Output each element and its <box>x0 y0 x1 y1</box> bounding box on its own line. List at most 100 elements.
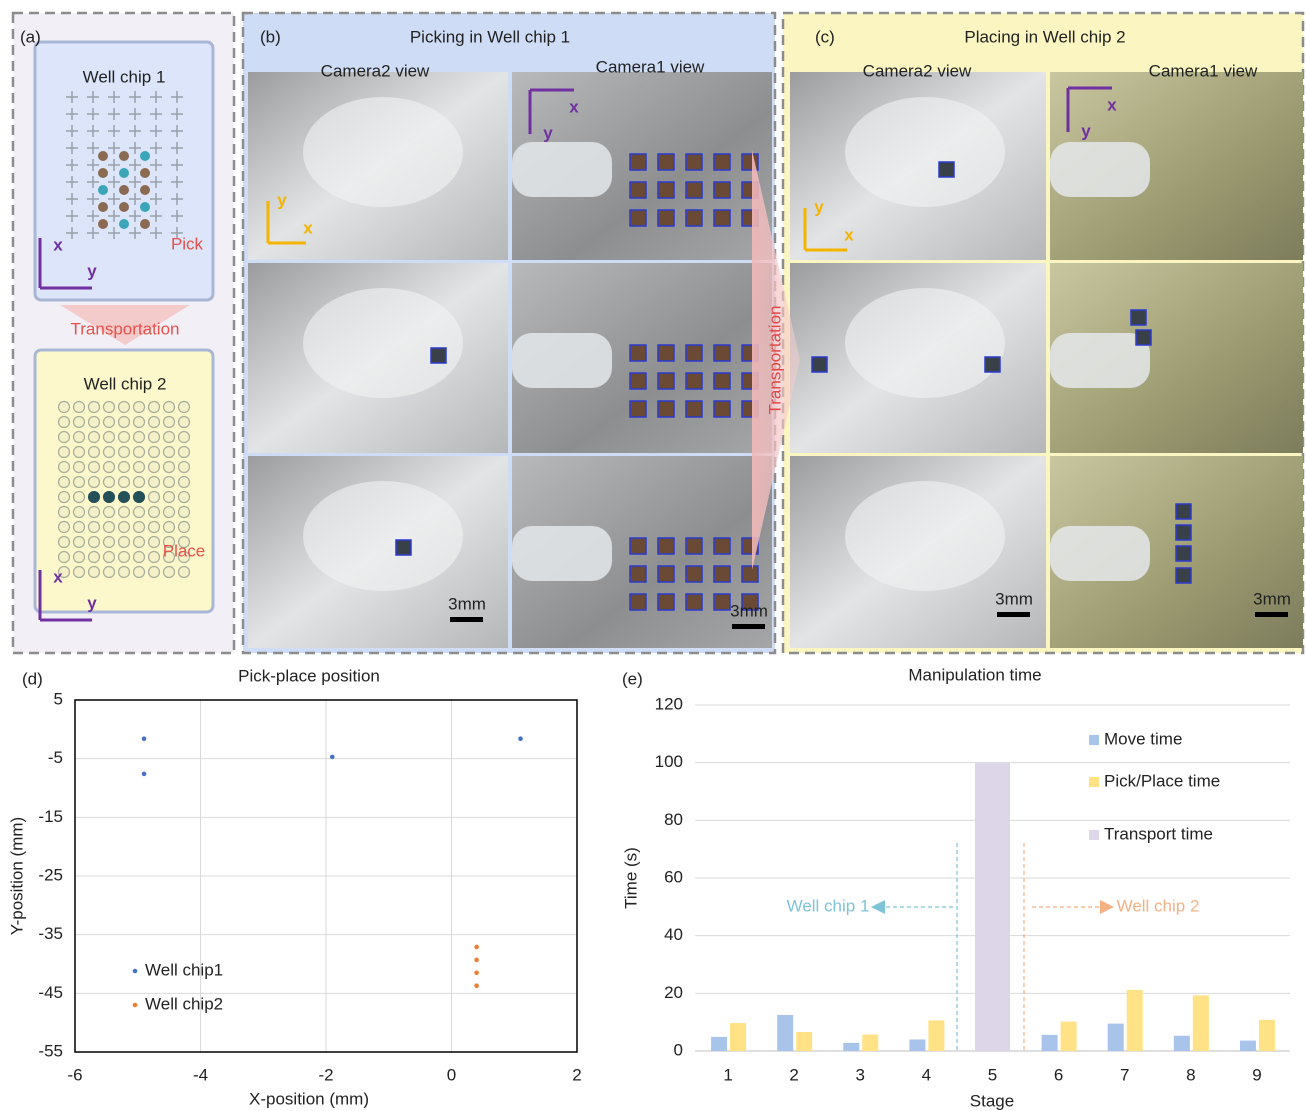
axis-letter: y <box>543 123 553 142</box>
well <box>149 492 160 503</box>
detect-box <box>658 210 674 226</box>
well <box>134 567 145 578</box>
detect-box <box>1176 525 1191 540</box>
well <box>164 447 175 458</box>
chart-title: Manipulation time <box>908 665 1041 684</box>
bead <box>98 202 108 212</box>
detect-box <box>686 401 702 417</box>
well <box>164 417 175 428</box>
y-tick-label: 60 <box>664 867 683 886</box>
detect-box <box>686 182 702 198</box>
pipette <box>512 333 612 388</box>
legend-swatch <box>1089 777 1099 787</box>
bead <box>103 491 115 503</box>
bar <box>975 763 1010 1051</box>
bead <box>98 168 108 178</box>
well <box>59 417 70 428</box>
axis-letter: y <box>814 197 824 216</box>
legend-label: Well chip2 <box>145 994 223 1013</box>
detect-box <box>686 210 702 226</box>
axis-letter: x <box>53 235 63 254</box>
x-tick-label: 8 <box>1186 1065 1195 1084</box>
well <box>179 507 190 518</box>
x-tick-label: 7 <box>1120 1065 1129 1084</box>
well <box>59 402 70 413</box>
well <box>59 447 70 458</box>
pipette <box>1050 526 1150 581</box>
well <box>119 537 130 548</box>
well <box>59 462 70 473</box>
well <box>134 552 145 563</box>
axis-letter: y <box>87 261 97 280</box>
detect-box <box>658 401 674 417</box>
well <box>119 447 130 458</box>
bar <box>843 1043 859 1051</box>
bead <box>88 491 100 503</box>
y-tick-label: 80 <box>664 810 683 829</box>
axis-letter: x <box>844 225 854 244</box>
well <box>149 447 160 458</box>
well <box>104 447 115 458</box>
detect-box <box>985 357 1000 372</box>
well <box>149 462 160 473</box>
annotation: Well chip 1 <box>787 896 870 915</box>
well <box>89 522 100 533</box>
well <box>149 522 160 533</box>
scale-bar <box>450 617 483 622</box>
well <box>59 477 70 488</box>
bead <box>118 491 130 503</box>
well <box>119 462 130 473</box>
bead <box>98 151 108 161</box>
detect-box <box>686 594 702 610</box>
axis-letter: y <box>87 593 97 612</box>
legend-marker <box>133 969 138 974</box>
legend-label: Well chip1 <box>145 960 223 979</box>
page: 3mm3mm3mm3mm (a) Well chip 1 Pick Transp… <box>0 0 1306 1111</box>
well <box>59 522 70 533</box>
bar <box>1108 1024 1124 1051</box>
detect-box <box>658 345 674 361</box>
well <box>119 552 130 563</box>
x-axis-label: Stage <box>970 1091 1014 1110</box>
scale-bar <box>732 624 765 629</box>
detect-box <box>1136 330 1151 345</box>
detect-box <box>1176 546 1191 561</box>
chip-label: Well chip 2 <box>84 374 167 393</box>
scale-bar <box>1255 612 1288 617</box>
detect-box <box>630 210 646 226</box>
transport-label: Transportation <box>765 306 784 415</box>
x-tick-label: 6 <box>1054 1065 1063 1084</box>
scale-label: 3mm <box>730 601 768 620</box>
well <box>179 477 190 488</box>
panel-label: (b) <box>260 27 281 46</box>
bead <box>133 491 145 503</box>
glare <box>303 481 463 591</box>
well <box>179 402 190 413</box>
detect-box <box>396 540 411 555</box>
scale-label: 3mm <box>995 589 1033 608</box>
arrow-head <box>871 900 885 914</box>
well <box>74 537 85 548</box>
detect-box <box>630 154 646 170</box>
point <box>142 772 147 777</box>
well <box>59 507 70 518</box>
well <box>119 432 130 443</box>
detect-box <box>658 566 674 582</box>
well <box>119 477 130 488</box>
scale-label: 3mm <box>448 594 486 613</box>
x-tick-label: 5 <box>988 1065 997 1084</box>
well <box>104 417 115 428</box>
x-tick-label: 3 <box>856 1065 865 1084</box>
bead <box>140 202 150 212</box>
bar <box>1174 1036 1190 1051</box>
pipette <box>512 526 612 581</box>
well <box>164 492 175 503</box>
well <box>149 567 160 578</box>
well <box>74 567 85 578</box>
y-tick-label: 120 <box>655 694 683 713</box>
panel-label: (c) <box>815 27 835 46</box>
glare <box>845 481 1005 591</box>
bead <box>140 219 150 229</box>
bar <box>796 1032 812 1051</box>
well <box>134 522 145 533</box>
